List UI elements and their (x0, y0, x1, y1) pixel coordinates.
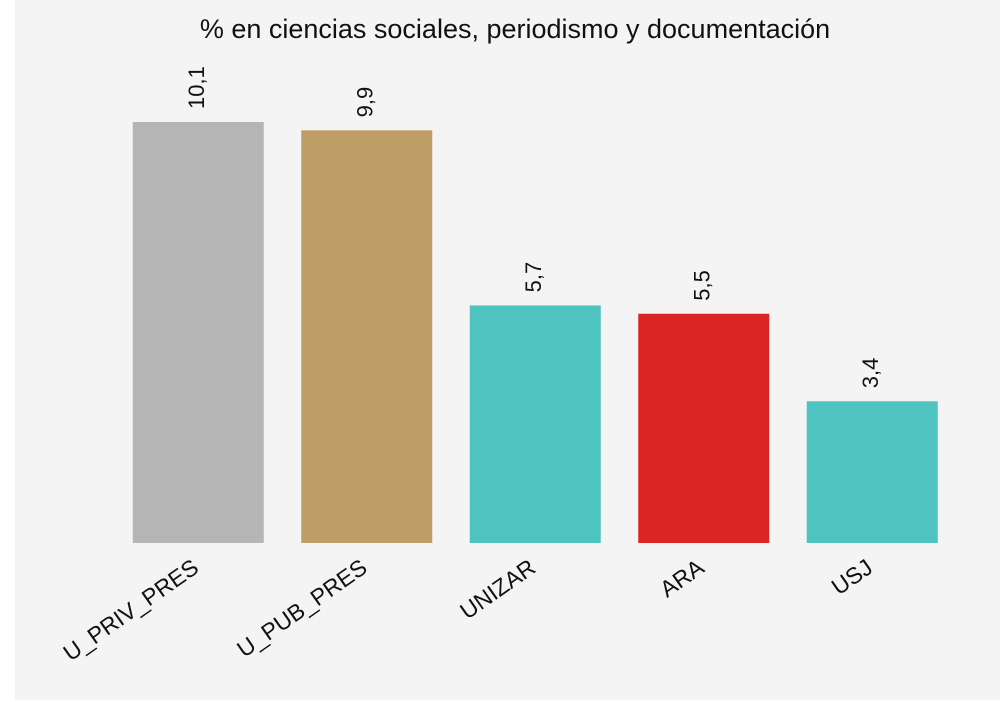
value-label: 5,5 (690, 270, 715, 301)
value-label: 10,1 (184, 66, 209, 109)
bar (132, 122, 264, 543)
chart-title: % en ciencias sociales, periodismo y doc… (200, 14, 830, 44)
value-label: 3,4 (858, 358, 883, 389)
bar (806, 401, 938, 543)
value-label: 5,7 (521, 262, 546, 293)
bar (469, 305, 601, 543)
bar (638, 313, 770, 543)
bar (301, 130, 433, 543)
value-label: 9,9 (353, 87, 378, 118)
